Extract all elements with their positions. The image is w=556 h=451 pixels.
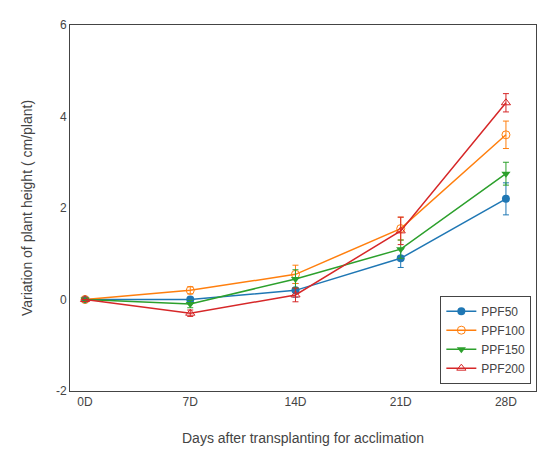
svg-text:28D: 28D [495,395,517,409]
svg-text:Variation of plant height ( cm: Variation of plant height ( cm/plant) [19,100,35,316]
svg-text:PPF150: PPF150 [481,343,525,357]
svg-text:0D: 0D [77,395,93,409]
svg-text:PPF200: PPF200 [481,362,525,376]
svg-text:6: 6 [60,18,67,32]
svg-text:PPF50: PPF50 [481,305,518,319]
svg-text:4: 4 [60,110,67,124]
svg-text:-2: -2 [56,384,67,398]
svg-text:2: 2 [60,201,67,215]
svg-text:PPF100: PPF100 [481,324,525,338]
svg-text:21D: 21D [390,395,412,409]
svg-text:0: 0 [60,293,67,307]
svg-text:Days after transplanting for a: Days after transplanting for acclimation [182,430,424,446]
svg-text:14D: 14D [284,395,306,409]
svg-text:7D: 7D [183,395,199,409]
